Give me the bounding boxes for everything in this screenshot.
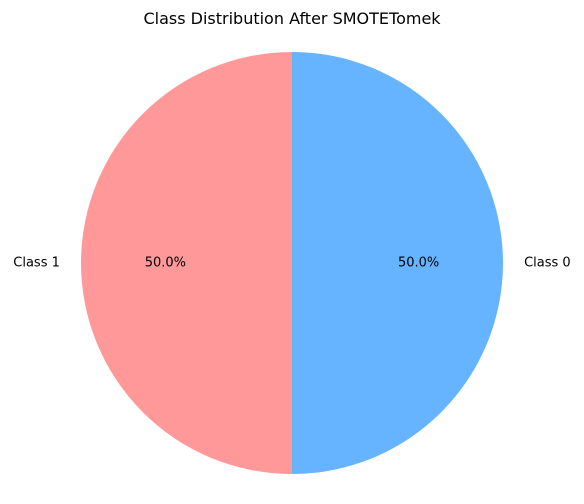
percent-label-class-0: 50.0% <box>398 256 439 271</box>
chart-title: Class Distribution After SMOTETomek <box>143 9 441 28</box>
percent-label-class-1: 50.0% <box>145 256 186 271</box>
pie-labels: Class 0 50.0% Class 1 50.0% <box>13 256 570 271</box>
pie-slice-class-0 <box>292 52 503 474</box>
slice-label-class-1: Class 1 <box>13 256 60 271</box>
slice-label-class-0: Class 0 <box>524 256 571 271</box>
pie-slices <box>81 52 503 474</box>
pie-slice-class-1 <box>81 52 292 474</box>
